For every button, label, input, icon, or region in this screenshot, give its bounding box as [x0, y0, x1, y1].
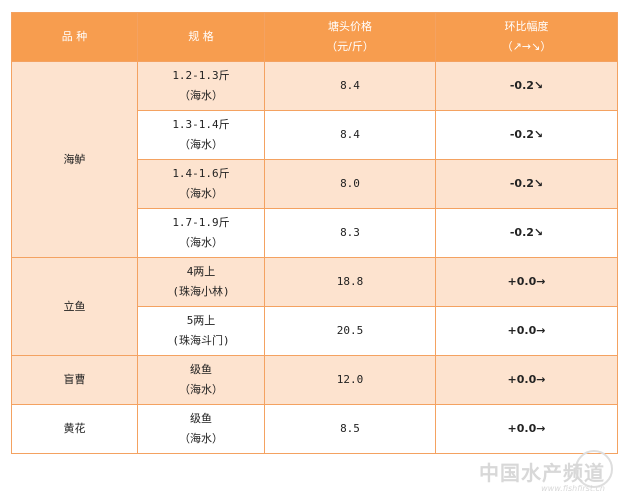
spec-line2: (珠海小林): [172, 285, 230, 298]
arrow-down-icon: ↘: [533, 177, 544, 190]
spec-cell: 1.2-1.3斤 （海水）: [137, 61, 265, 111]
price-cell: 20.5: [264, 306, 436, 356]
arrow-down-icon: ↘: [533, 226, 544, 239]
change-cell: -0.2↘: [435, 110, 618, 160]
spec-line1: 1.3-1.4斤: [172, 118, 230, 131]
change-value: +0.0: [507, 422, 537, 435]
change-cell: +0.0→: [435, 257, 618, 307]
header-variety: 品 种: [11, 12, 138, 62]
change-cell: +0.0→: [435, 355, 618, 405]
watermark-url: www.fishfirst.cn: [541, 484, 605, 493]
variety-cell: 海鲈: [11, 61, 138, 258]
table-row: 1.3-1.4斤 （海水） 8.4 -0.2↘: [12, 110, 618, 160]
change-value: -0.2: [509, 79, 534, 92]
arrow-right-icon: →: [536, 422, 546, 435]
spec-line1: 4两上: [186, 265, 216, 278]
watermark-logo-icon: [575, 450, 613, 488]
change-value: -0.2: [509, 177, 534, 190]
change-value: -0.2: [509, 128, 534, 141]
change-value: +0.0: [507, 373, 537, 386]
table-row: 盲曹 级鱼 （海水） 12.0 +0.0→: [11, 355, 618, 405]
spec-cell: 4两上 (珠海小林): [137, 257, 265, 307]
price-cell: 18.8: [264, 257, 436, 307]
watermark-title: 中国水产频道: [479, 461, 605, 485]
table-row: 海鲈 1.2-1.3斤 （海水） 8.4 -0.2↘: [11, 61, 618, 258]
price-cell: 8.4: [264, 61, 436, 111]
spec-line1: 级鱼: [190, 412, 212, 425]
table-row: 1.7-1.9斤 （海水） 8.3 -0.2↘: [12, 208, 618, 258]
spec-line2: （海水）: [179, 89, 223, 102]
spec-cell: 1.7-1.9斤 （海水）: [137, 208, 265, 258]
change-cell: +0.0→: [435, 404, 618, 454]
variety-cell: 盲曹: [11, 355, 138, 405]
spec-line1: 1.4-1.6斤: [172, 167, 230, 180]
change-value: +0.0: [507, 275, 537, 288]
change-value: +0.0: [507, 324, 537, 337]
arrow-down-icon: ↘: [533, 128, 544, 141]
price-table: 品 种 规 格 塘头价格 （元/斤） 环比幅度 （↗→↘） 海鲈 1.2-1.3…: [11, 12, 618, 454]
change-cell: -0.2↘: [435, 159, 618, 209]
header-change-line2: （↗→↘）: [501, 40, 552, 53]
price-cell: 12.0: [264, 355, 436, 405]
arrow-right-icon: →: [536, 275, 546, 288]
spec-cell: 1.4-1.6斤 （海水）: [137, 159, 265, 209]
spec-line2: （海水）: [179, 138, 223, 151]
change-cell: +0.0→: [435, 306, 618, 356]
header-spec: 规 格: [137, 12, 265, 62]
variety-cell: 黄花: [11, 404, 138, 454]
change-cell: -0.2↘: [435, 208, 618, 258]
spec-line2: （海水）: [179, 187, 223, 200]
spec-cell: 级鱼 （海水）: [137, 355, 265, 405]
header-price: 塘头价格 （元/斤）: [264, 12, 436, 62]
spec-cell: 级鱼 （海水）: [137, 404, 265, 454]
header-change: 环比幅度 （↗→↘）: [435, 12, 618, 62]
arrow-down-icon: ↘: [533, 79, 544, 92]
spec-line1: 1.2-1.3斤: [172, 69, 230, 82]
spec-line2: （海水）: [179, 383, 223, 396]
spec-cell: 5两上 (珠海斗门): [137, 306, 265, 356]
spec-line1: 5两上: [186, 314, 216, 327]
header-change-line1: 环比幅度: [504, 20, 549, 33]
header-price-line1: 塘头价格: [328, 20, 372, 33]
table-row: 立鱼 4两上 (珠海小林) 18.8 +0.0→: [11, 257, 618, 356]
price-cell: 8.4: [264, 110, 436, 160]
change-value: -0.2: [509, 226, 534, 239]
arrow-right-icon: →: [536, 324, 546, 337]
table-row: 1.4-1.6斤 （海水） 8.0 -0.2↘: [12, 159, 618, 209]
variety-cell: 立鱼: [11, 257, 138, 356]
price-cell: 8.5: [264, 404, 436, 454]
spec-line1: 级鱼: [190, 363, 212, 376]
arrow-right-icon: →: [536, 373, 546, 386]
spec-line2: （海水）: [179, 236, 223, 249]
spec-cell: 1.3-1.4斤 （海水）: [137, 110, 265, 160]
price-cell: 8.3: [264, 208, 436, 258]
header-price-line2: （元/斤）: [326, 40, 374, 53]
spec-line2: （海水）: [179, 432, 223, 445]
change-cell: -0.2↘: [435, 61, 618, 111]
spec-line2: (珠海斗门): [172, 334, 230, 347]
table-row: 黄花 级鱼 （海水） 8.5 +0.0→: [11, 404, 618, 454]
price-cell: 8.0: [264, 159, 436, 209]
header-row: 品 种 规 格 塘头价格 （元/斤） 环比幅度 （↗→↘）: [11, 12, 618, 62]
spec-line1: 1.7-1.9斤: [172, 216, 230, 229]
